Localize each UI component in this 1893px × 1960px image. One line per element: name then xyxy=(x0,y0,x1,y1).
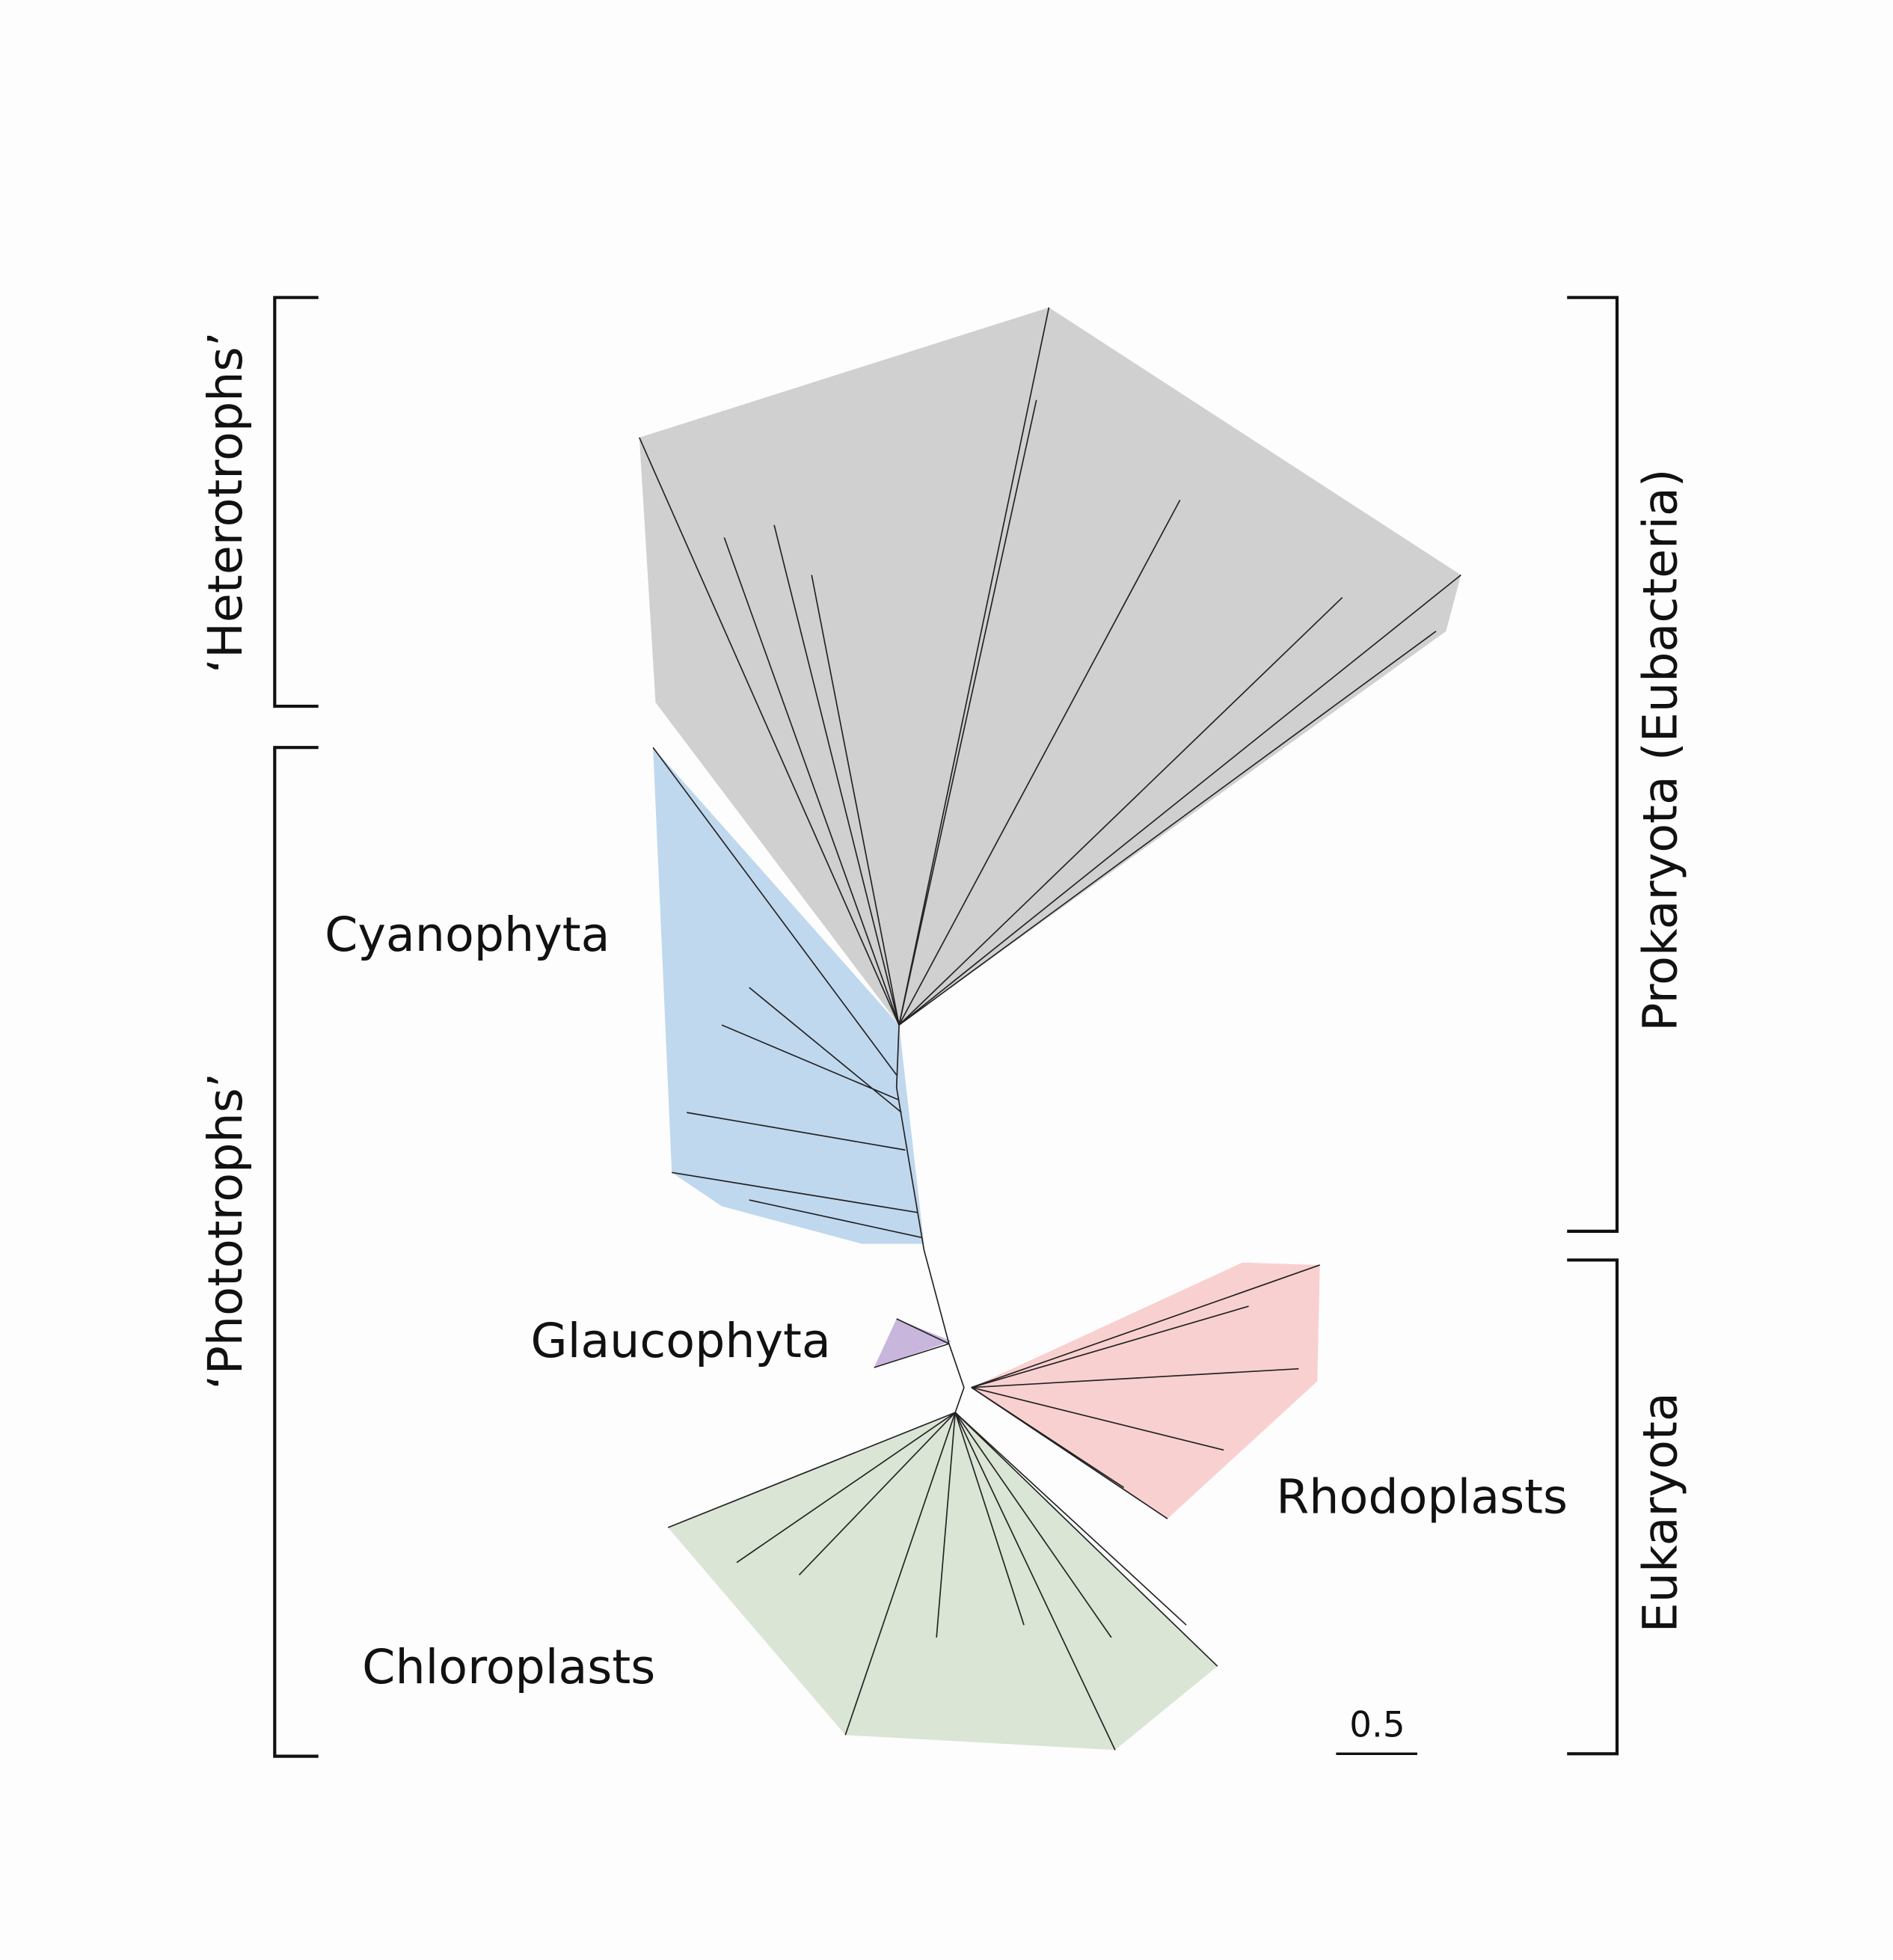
clade-label: Cyanophyta xyxy=(325,907,610,962)
bracket xyxy=(1567,1258,1619,1756)
bracket xyxy=(1567,295,1619,1233)
group-label: ‘Heterotrophs’ xyxy=(197,331,253,673)
glaucophyta-clade xyxy=(874,1318,952,1368)
bracket xyxy=(273,295,319,708)
chloroplast-clade xyxy=(668,1412,1218,1751)
cyanophyta-clade xyxy=(653,747,924,1244)
branches xyxy=(639,307,1461,1751)
group-label: Prokaryota (Eubacteria) xyxy=(1632,468,1687,1031)
group-label: Eukaryota xyxy=(1632,1392,1687,1632)
group-label: ‘Phototrophs’ xyxy=(197,1073,253,1389)
scale-label: 0.5 xyxy=(1349,1706,1405,1746)
bracket xyxy=(273,746,319,1758)
clade-label: Glaucophyta xyxy=(531,1313,831,1368)
rhodoplast-clade xyxy=(971,1262,1320,1519)
clade-label: Chloroplasts xyxy=(362,1639,655,1694)
heterotroph-clade xyxy=(639,307,1461,1026)
clade-label: Rhodoplasts xyxy=(1276,1469,1568,1525)
